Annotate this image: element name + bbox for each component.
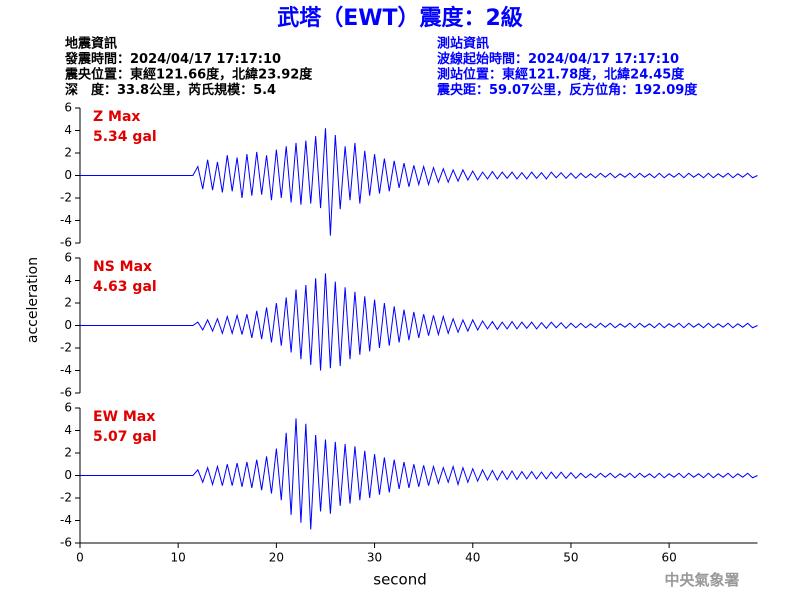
y-tick-label: -2: [60, 491, 72, 505]
panel-name: EW Max: [93, 409, 155, 425]
y-tick-label: 2: [64, 296, 72, 310]
header-left: 發震時間：2024/04/17 17:17:10: [64, 51, 281, 67]
y-axis-label: acceleration: [25, 257, 41, 343]
y-tick-label: -6: [60, 236, 72, 250]
header-left: 深 度：33.8公里，芮氏規模：5.4: [65, 82, 276, 98]
y-tick-label: 6: [64, 251, 72, 265]
y-tick-label: 4: [64, 123, 72, 137]
y-tick-label: -4: [60, 363, 72, 377]
header-right: 波線起始時間：2024/04/17 17:17:10: [437, 51, 679, 67]
x-tick-label: 20: [269, 551, 284, 565]
x-tick-label: 0: [76, 551, 84, 565]
y-tick-label: -4: [60, 213, 72, 227]
panel-max: 5.07 gal: [93, 429, 157, 445]
y-tick-label: 6: [64, 401, 72, 415]
chart-title: 武塔（EWT）震度：2級: [277, 5, 523, 31]
header-left: 震央位置：東經121.66度，北緯23.92度: [64, 67, 313, 83]
x-tick-label: 10: [171, 551, 186, 565]
header-right: 震央距：59.07公里，反方位角：192.09度: [436, 82, 698, 98]
y-tick-label: -4: [60, 513, 72, 527]
y-tick-label: 0: [64, 318, 72, 332]
x-tick-label: 40: [465, 551, 480, 565]
header-right: 測站資訊: [437, 36, 489, 52]
y-tick-label: -6: [60, 386, 72, 400]
y-tick-label: -2: [60, 341, 72, 355]
panel-max: 5.34 gal: [93, 129, 157, 145]
y-tick-label: 0: [64, 168, 72, 182]
waveform: [80, 418, 758, 530]
panel-max: 4.63 gal: [93, 279, 157, 295]
x-tick-label: 50: [563, 551, 578, 565]
y-tick-label: -2: [60, 191, 72, 205]
waveform: [80, 128, 758, 236]
y-tick-label: 2: [64, 146, 72, 160]
panel-name: NS Max: [93, 259, 152, 275]
y-tick-label: 2: [64, 446, 72, 460]
x-axis-label: second: [373, 571, 427, 589]
y-tick-label: -6: [60, 536, 72, 550]
panel-name: Z Max: [93, 109, 140, 125]
y-tick-label: 6: [64, 101, 72, 115]
waveform: [80, 273, 758, 371]
header-right: 測站位置：東經121.78度，北緯24.45度: [437, 67, 685, 83]
footer: 中央氣象署: [664, 571, 739, 589]
x-tick-label: 60: [661, 551, 676, 565]
header-left: 地震資訊: [65, 36, 117, 52]
y-tick-label: 4: [64, 423, 72, 437]
y-tick-label: 0: [64, 468, 72, 482]
x-tick-label: 30: [367, 551, 382, 565]
y-tick-label: 4: [64, 273, 72, 287]
